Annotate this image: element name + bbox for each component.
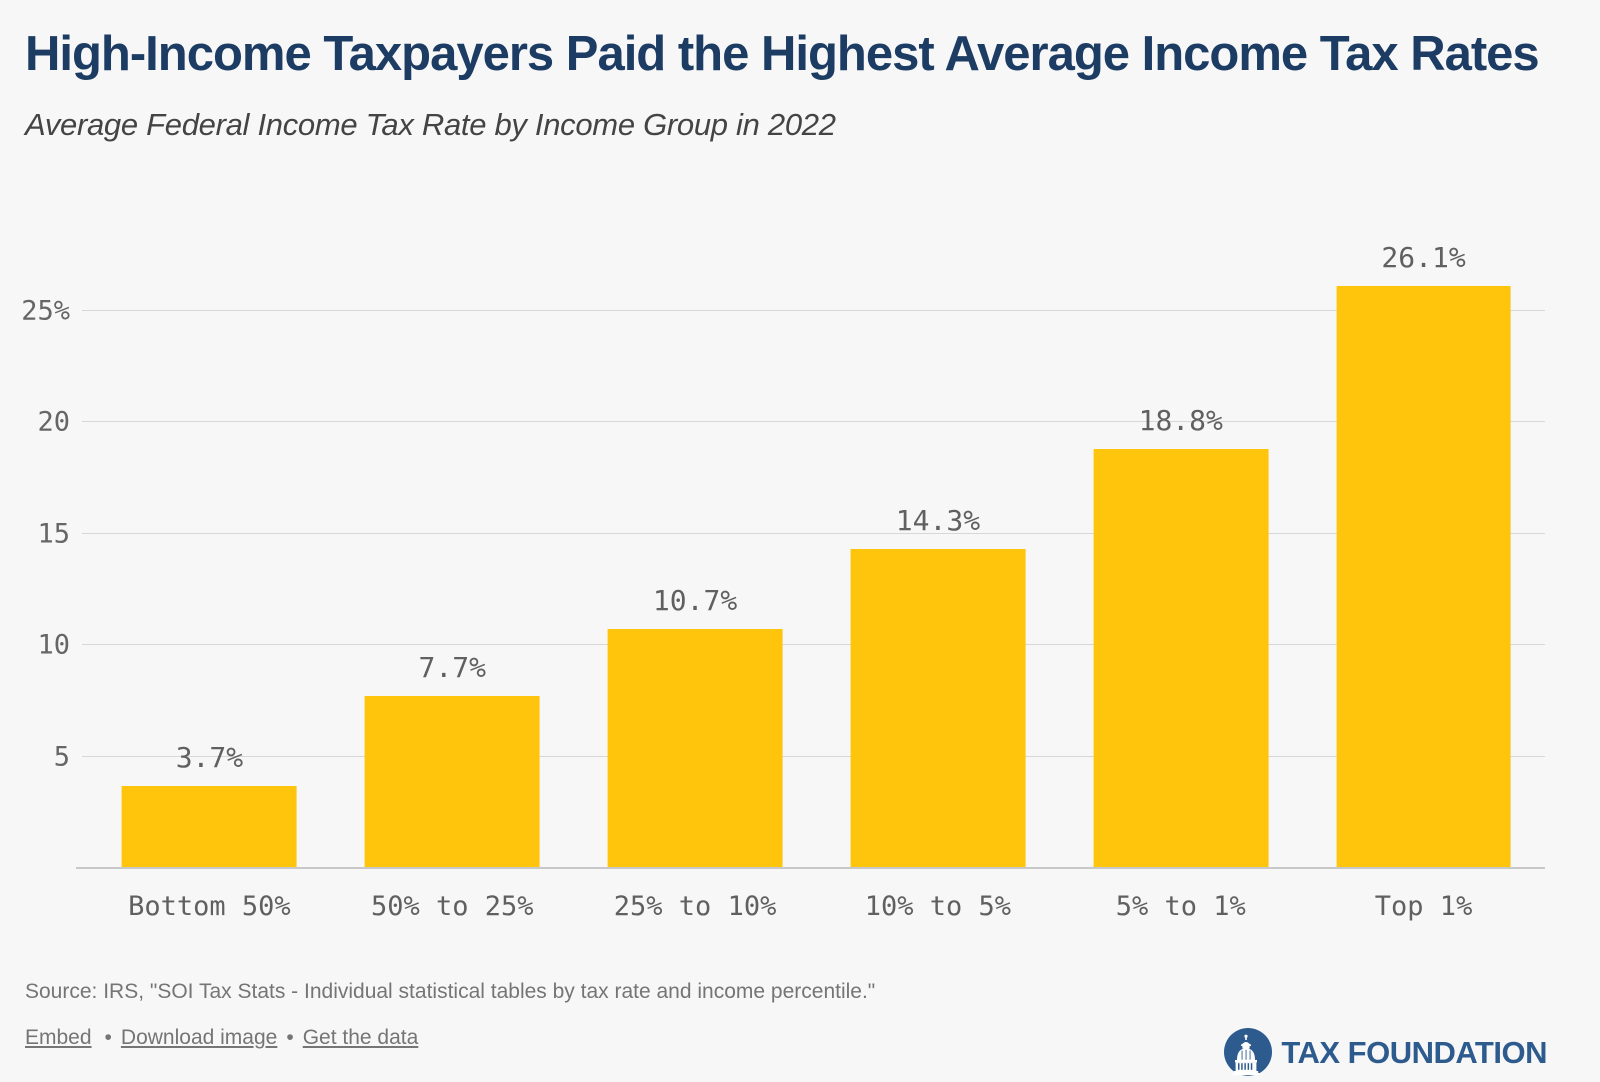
bar-value-label: 10.7%	[652, 584, 738, 618]
bar-slot: 18.8% 5% to 1%	[1059, 228, 1302, 920]
bar-Bottom 50%	[121, 785, 297, 868]
gridline	[82, 532, 1545, 534]
embed-link[interactable]: Embed	[25, 1026, 92, 1049]
link-separator: •	[104, 1026, 112, 1049]
gridline	[82, 755, 1545, 757]
bar-5% to 1%	[1093, 448, 1269, 868]
gridline	[82, 421, 1545, 422]
bar-Top 1%	[1336, 285, 1511, 868]
x-axis-baseline	[76, 867, 1545, 869]
tax-foundation-logo: TAX FOUNDATION	[1223, 1028, 1547, 1078]
chart-title: High-Income Taxpayers Paid the Highest A…	[25, 27, 1540, 81]
x-axis-label: 10% to 5%	[864, 891, 1012, 922]
bar-slot: 3.7% Bottom 50%	[88, 228, 331, 920]
bar-value-label: 3.7%	[175, 740, 244, 774]
source-note: Source: IRS, "SOI Tax Stats - Individual…	[25, 980, 876, 1003]
bar-value-label: 26.1%	[1381, 240, 1466, 274]
bar-slot: 14.3% 10% to 5%	[817, 228, 1060, 920]
bar-value-label: 18.8%	[1138, 403, 1223, 437]
capitol-dome-icon	[1224, 1028, 1273, 1076]
y-axis-tick-label: 25%	[21, 295, 70, 326]
bar-slot: 10.7% 25% to 10%	[574, 228, 817, 920]
bar-50% to 25%	[364, 696, 540, 868]
x-axis-label: 5% to 1%	[1115, 891, 1246, 922]
bar-25% to 10%	[607, 629, 783, 868]
bar-slot: 26.1% Top 1%	[1302, 228, 1545, 920]
get-the-data-link[interactable]: Get the data	[302, 1026, 419, 1049]
x-axis-label: 25% to 10%	[613, 891, 777, 922]
bar-slot: 7.7% 50% to 25%	[331, 228, 574, 920]
chart-subtitle: Average Federal Income Tax Rate by Incom…	[25, 106, 836, 142]
gridline	[82, 644, 1545, 645]
bar-10% to 5%	[850, 549, 1026, 868]
bar-value-label: 7.7%	[418, 651, 486, 685]
y-axis-tick-label: 10	[37, 629, 70, 661]
chart-header: High-Income Taxpayers Paid the Highest A…	[25, 22, 1595, 143]
download-image-link[interactable]: Download image	[120, 1026, 278, 1049]
logo-wordmark: TAX FOUNDATION	[1281, 1035, 1547, 1070]
y-axis-tick-label: 20	[37, 406, 70, 438]
x-axis-label: 50% to 25%	[370, 891, 534, 922]
y-axis-tick-label: 5	[53, 741, 70, 772]
bar-value-label: 14.3%	[895, 504, 981, 538]
y-axis-tick-label: 15	[37, 518, 70, 549]
x-axis-label: Top 1%	[1374, 891, 1473, 922]
link-separator: •	[286, 1026, 294, 1049]
footer-links: Embed • Download image • Get the data	[25, 1026, 418, 1050]
bar-chart-plot-area: 5 10 15 20 25% 3.7% Bottom 50% 7.7% 50% to 25% 10…	[21, 228, 1545, 920]
x-axis-label: Bottom 50%	[128, 891, 291, 922]
gridline	[82, 309, 1545, 311]
